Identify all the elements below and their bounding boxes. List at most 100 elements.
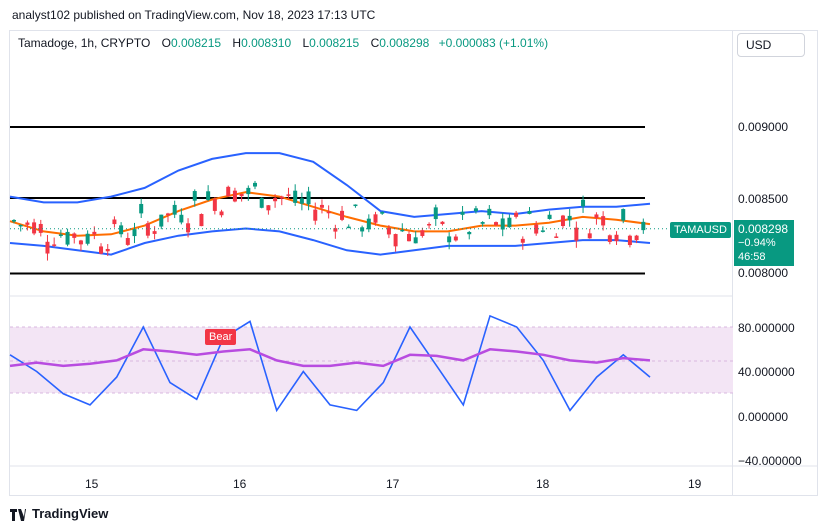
price-pane <box>9 126 733 275</box>
close-value: 0.008298 <box>379 36 430 50</box>
currency-button[interactable]: USD <box>737 33 805 57</box>
candle-body <box>306 191 311 205</box>
time-tick-label: 15 <box>85 477 99 491</box>
candle-body <box>25 222 30 225</box>
candle-body <box>560 215 565 227</box>
candle-body <box>38 223 43 233</box>
candle-body <box>132 229 137 237</box>
candle-body <box>112 219 117 225</box>
candle-body <box>534 224 539 234</box>
change-value: +0.000083 (+1.01%) <box>438 36 549 50</box>
candle-body <box>554 236 559 238</box>
brand-name: TradingView <box>32 506 109 521</box>
candle-body <box>547 214 552 219</box>
time-tick-label: 16 <box>233 477 247 491</box>
high-key: H <box>232 36 242 50</box>
candle-body <box>574 227 579 241</box>
candle-body <box>520 238 525 243</box>
symbol-legend: Tamadoge, 1h, CRYPTO O0.008215 H0.008310… <box>18 36 548 50</box>
candle-body <box>286 194 291 196</box>
candle-body <box>12 219 16 222</box>
candle-body <box>507 217 512 228</box>
candle-body <box>614 234 619 242</box>
last-price-box: 0.008298 −0.94% 46:58 <box>734 220 794 266</box>
candle-body <box>253 182 258 187</box>
candle-body <box>186 223 191 233</box>
low-key: L <box>302 36 310 50</box>
candle-body <box>219 211 224 216</box>
candle-body <box>494 222 499 226</box>
candle-body <box>427 223 432 226</box>
time-tick-label: 17 <box>386 477 400 491</box>
rsi-tick-label: 0.000000 <box>738 410 789 424</box>
candle-body <box>152 231 157 234</box>
candle-body <box>45 241 50 254</box>
candle-body <box>105 248 110 252</box>
bollinger-line <box>9 152 651 218</box>
candle-body <box>366 218 371 230</box>
candle-body <box>273 198 278 202</box>
candle-body <box>567 215 572 221</box>
rsi-tick-label: −40.000000 <box>738 454 802 468</box>
candle-body <box>413 237 418 244</box>
candle-body <box>360 227 365 232</box>
price-tick-label: 0.008500 <box>738 192 789 206</box>
candle-body <box>78 240 83 245</box>
candle-body <box>487 208 492 216</box>
candle-body <box>621 209 626 221</box>
last-change: −0.94% <box>738 237 776 249</box>
candle-body <box>279 196 284 199</box>
candle-body <box>514 212 519 217</box>
candle-body <box>467 231 472 235</box>
time-tick-label: 19 <box>688 477 702 491</box>
rsi-d-line <box>9 348 651 368</box>
candle-body <box>594 214 599 218</box>
candle-body <box>540 230 545 232</box>
candle-body <box>581 199 586 207</box>
low-value: 0.008215 <box>309 36 360 50</box>
candle-body <box>500 218 505 230</box>
candle-body <box>192 191 197 201</box>
candle-body <box>72 233 77 238</box>
candle-body <box>179 214 184 223</box>
candle-body <box>212 199 217 211</box>
candle-body <box>480 222 485 224</box>
chart-frame[interactable] <box>9 30 733 496</box>
candle-body <box>18 224 23 227</box>
candle-body <box>440 221 445 225</box>
candle-body <box>460 211 465 215</box>
candle-body <box>145 223 150 236</box>
publisher-text: analyst102 published on TradingView.com,… <box>12 8 376 22</box>
candle-body <box>293 190 298 203</box>
candle-body <box>232 190 237 202</box>
candle-body <box>634 235 639 241</box>
candle-body <box>601 216 606 226</box>
candle-body <box>393 234 398 247</box>
candle-body <box>119 225 124 235</box>
candle-body <box>139 203 144 214</box>
candle-body <box>353 204 358 207</box>
tradingview-logo-icon <box>10 508 26 521</box>
candle-body <box>420 230 425 236</box>
high-value: 0.008310 <box>241 36 292 50</box>
candle-body <box>299 198 304 204</box>
time-tick-label: 18 <box>536 477 550 491</box>
candle-body <box>380 211 385 214</box>
last-price: 0.008298 <box>738 222 789 236</box>
candle-body <box>627 235 632 246</box>
candle-body <box>199 214 204 227</box>
bollinger-line <box>9 227 651 256</box>
candle-body <box>587 233 592 239</box>
candle-body <box>373 214 378 223</box>
symbol-tag: TAMAUSD <box>670 222 731 238</box>
candle-body <box>473 208 478 212</box>
candle-body <box>259 197 264 208</box>
candle-body <box>52 244 57 246</box>
brand-footer[interactable]: TradingView <box>10 506 108 526</box>
candle-body <box>92 231 97 235</box>
candle-body <box>313 209 318 221</box>
candle-body <box>641 221 646 231</box>
candle-body <box>453 236 458 241</box>
candle-body <box>266 205 271 211</box>
